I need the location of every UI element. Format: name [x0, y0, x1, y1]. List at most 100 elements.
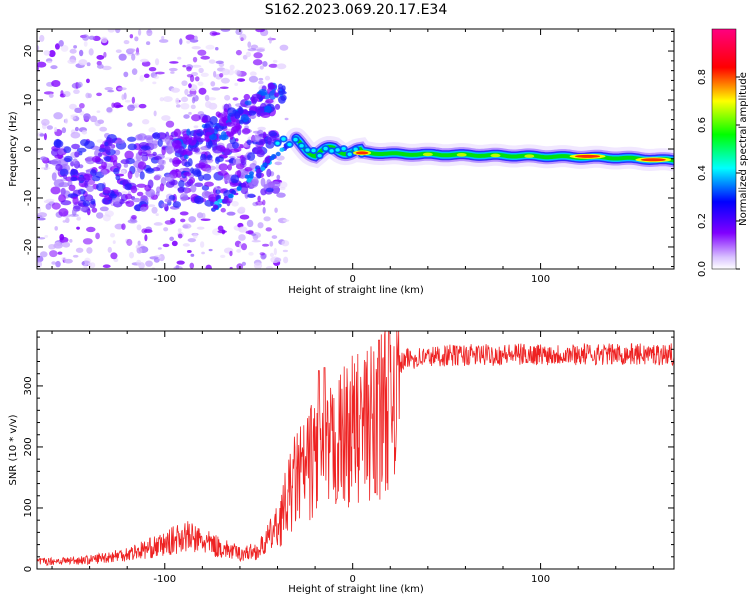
spectral-blob — [177, 233, 183, 239]
spectral-blob — [232, 129, 239, 134]
top-xtick-label: 0 — [349, 274, 355, 285]
spectral-blob — [145, 168, 155, 174]
spectral-blob — [207, 97, 217, 101]
spectral-blob — [274, 257, 282, 263]
top-plot-xlabel: Height of straight line (km) — [288, 285, 424, 296]
spectral-blob — [136, 191, 144, 197]
spectral-blob — [262, 243, 270, 247]
spectral-blob — [204, 120, 214, 130]
spectral-blob — [147, 179, 154, 189]
spectral-blob — [274, 207, 278, 213]
spectral-blob — [182, 136, 192, 145]
spectral-blob — [72, 254, 79, 258]
spectral-blob — [317, 153, 322, 158]
spectral-blob — [68, 184, 76, 192]
spectral-blob — [263, 216, 271, 222]
spectral-blob — [101, 65, 112, 71]
spectral-blob — [218, 163, 229, 171]
spectral-blob — [61, 127, 67, 134]
spectral-blob — [262, 162, 268, 167]
spectral-blob — [145, 260, 153, 267]
spectral-blob — [161, 146, 166, 156]
spectral-blob — [172, 139, 182, 149]
spectral-blob — [267, 136, 272, 146]
spectral-blob — [177, 56, 182, 60]
spectral-blob — [281, 240, 290, 247]
spectral-blob — [88, 48, 94, 56]
spectral-blob — [208, 248, 213, 252]
spectral-blob — [239, 33, 247, 41]
spectral-blob — [73, 45, 78, 49]
spectral-blob — [238, 206, 246, 213]
spectral-blob — [124, 183, 133, 191]
spectral-blob — [125, 200, 135, 207]
spectral-blob — [155, 71, 165, 75]
spectral-blob — [188, 83, 192, 89]
spectral-blob — [65, 217, 70, 224]
spectral-blob — [279, 147, 285, 152]
spectral-blob — [73, 89, 80, 94]
spectral-blob — [282, 249, 288, 253]
spectral-blob — [271, 235, 278, 239]
spectral-blob — [48, 243, 56, 250]
spectral-blob — [236, 186, 242, 191]
spectral-blob — [153, 222, 163, 226]
spectral-blob — [62, 174, 68, 180]
spectral-blob — [163, 227, 169, 232]
colorbar-tick-label: 0.0 — [697, 261, 708, 277]
spectral-blob — [131, 68, 138, 76]
spectral-blob — [133, 103, 140, 109]
spectral-blob — [63, 146, 72, 154]
spectral-blob — [177, 228, 182, 233]
spectral-blob — [231, 200, 239, 207]
spectral-blob — [180, 218, 186, 223]
spectral-blob — [278, 95, 286, 104]
spectral-blob — [192, 233, 198, 239]
spectral-blob — [156, 186, 161, 194]
spectral-blob — [215, 60, 224, 64]
spectral-blob — [240, 172, 245, 179]
spectral-blob — [228, 148, 240, 153]
spectral-blob — [137, 161, 147, 170]
spectral-blob — [181, 96, 189, 103]
spectral-blob — [190, 104, 196, 110]
spectral-blob — [90, 169, 97, 177]
spectral-blob — [146, 29, 153, 37]
spectral-blob — [244, 174, 250, 179]
spectral-blob — [48, 50, 56, 58]
spectral-blob — [63, 90, 71, 98]
carrier-peak-red — [574, 154, 601, 158]
spectral-blob — [168, 67, 178, 72]
spectral-blob — [184, 187, 189, 195]
spectral-blob — [268, 90, 277, 100]
bottom-ytick-label: 200 — [23, 437, 34, 456]
spectral-blob — [234, 110, 241, 120]
spectral-blob — [58, 208, 69, 217]
spectral-blob — [64, 118, 69, 124]
spectral-blob — [72, 196, 79, 205]
spectral-blob — [305, 148, 310, 152]
spectral-blob — [189, 262, 195, 269]
spectral-blob — [347, 152, 352, 157]
spectral-blob — [230, 174, 240, 184]
spectral-blob — [191, 64, 202, 68]
spectral-blob — [252, 146, 263, 154]
spectral-blob — [181, 80, 188, 86]
spectral-blob — [39, 251, 48, 258]
spectral-blob — [188, 216, 197, 223]
spectral-blob — [238, 234, 246, 241]
spectral-blob — [264, 105, 272, 113]
spectral-blob — [204, 181, 214, 187]
spectral-blob — [198, 67, 204, 74]
spectral-blob — [193, 35, 198, 41]
spectral-blob — [113, 167, 120, 175]
spectral-blob — [123, 163, 129, 168]
spectral-blob — [169, 61, 179, 64]
spectral-blob — [74, 151, 80, 158]
spectral-blob — [100, 36, 108, 44]
spectral-blob — [221, 199, 227, 204]
spectral-blob — [111, 102, 115, 108]
spectral-blob — [209, 134, 218, 141]
spectral-blob — [205, 167, 212, 173]
spectral-blob — [267, 83, 275, 90]
